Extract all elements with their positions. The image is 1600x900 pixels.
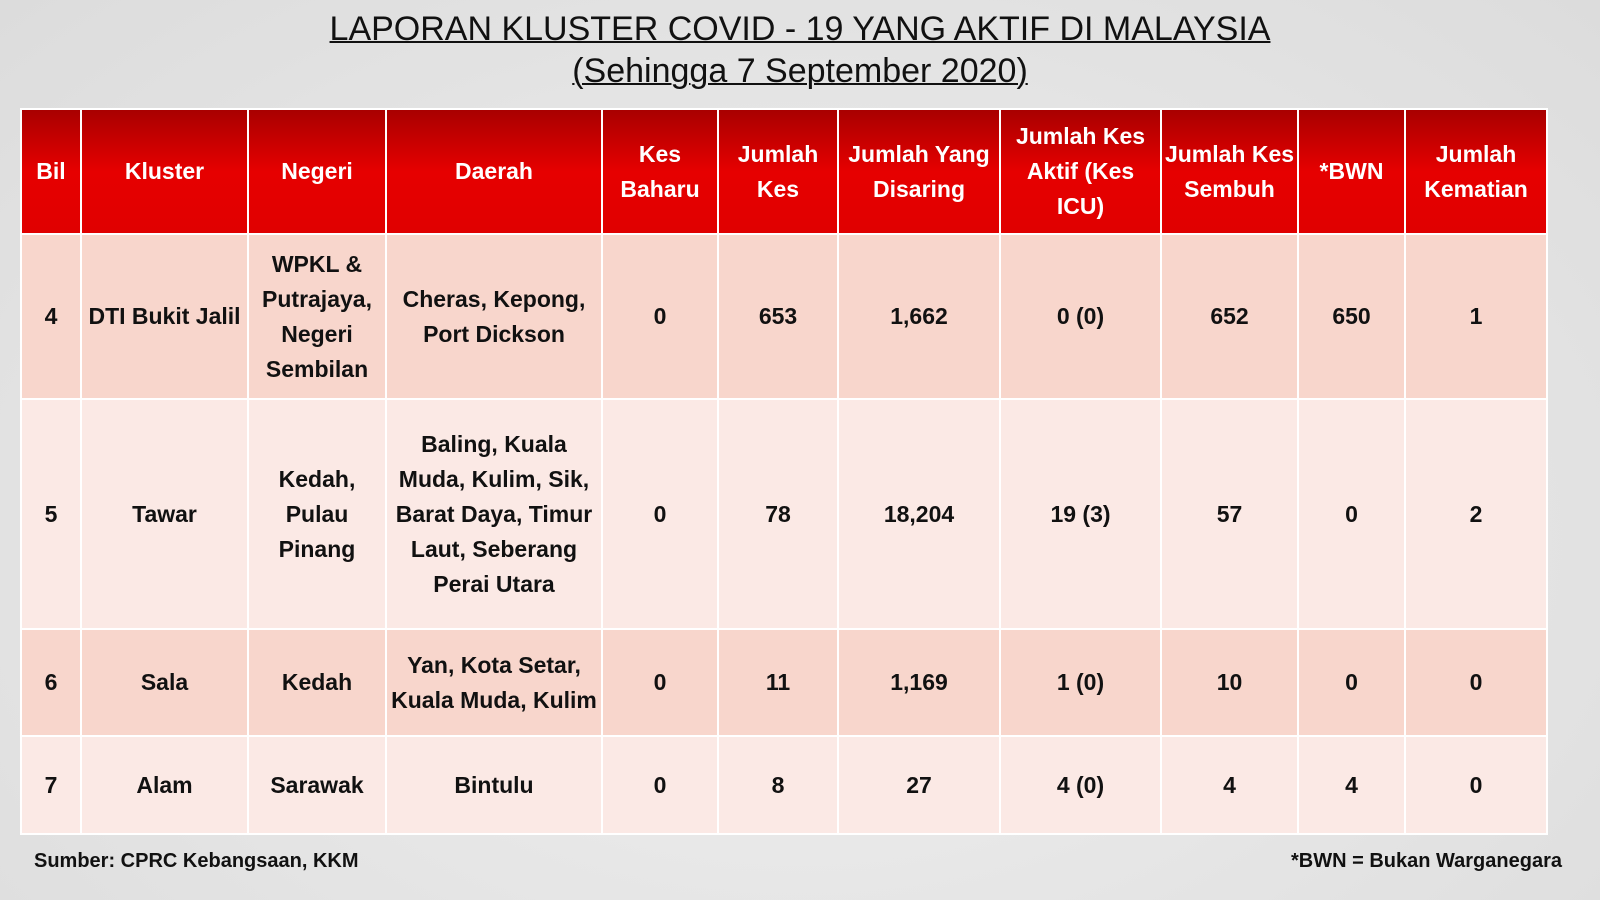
table-cell: Baling, Kuala Muda, Kulim, Sik, Barat Da… bbox=[385, 398, 603, 630]
table-cell: 0 bbox=[1297, 398, 1406, 630]
table-cell: WPKL & Putrajaya, Negeri Sembilan bbox=[247, 233, 387, 400]
table-cell: 57 bbox=[1160, 398, 1299, 630]
column-header: Kluster bbox=[80, 108, 249, 235]
table-cell: 5 bbox=[20, 398, 82, 630]
table-cell: 4 bbox=[1160, 735, 1299, 835]
column-header: Jumlah Kes Sembuh bbox=[1160, 108, 1299, 235]
table-cell: 0 bbox=[1297, 628, 1406, 737]
table-cell: 0 (0) bbox=[999, 233, 1162, 400]
table-cell: 650 bbox=[1297, 233, 1406, 400]
table-row: 6 Sala Kedah Yan, Kota Setar, Kuala Muda, K… bbox=[20, 628, 1548, 737]
table-cell: 2 bbox=[1404, 398, 1548, 630]
table-cell: 6 bbox=[20, 628, 82, 737]
table-cell: 78 bbox=[717, 398, 839, 630]
table-cell: 18,204 bbox=[837, 398, 1001, 630]
table-cell: Sala bbox=[80, 628, 249, 737]
table-body: 4 DTI Bukit Jalil WPKL & Putrajaya, Negeri… bbox=[20, 233, 1548, 835]
table-cell: 653 bbox=[717, 233, 839, 400]
note: *BWN = Bukan Warganegara bbox=[1291, 850, 1562, 872]
table-cell: Alam bbox=[80, 735, 249, 835]
column-header: Kes Baharu bbox=[601, 108, 719, 235]
cluster-table: Bil Kluster Negeri Daerah Kes Baharu Jumlah K… bbox=[20, 108, 1548, 835]
table-cell: 4 bbox=[1297, 735, 1406, 835]
table-cell: 7 bbox=[20, 735, 82, 835]
column-header: Bil bbox=[20, 108, 82, 235]
column-header: Jumlah Kematian bbox=[1404, 108, 1548, 235]
table-cell: 0 bbox=[601, 735, 719, 835]
table-cell: 0 bbox=[601, 628, 719, 737]
table-cell: Kedah, Pulau Pinang bbox=[247, 398, 387, 630]
table-cell: 0 bbox=[1404, 628, 1548, 737]
table-cell: 1,662 bbox=[837, 233, 1001, 400]
column-header: Jumlah Kes Aktif (Kes ICU) bbox=[999, 108, 1162, 235]
table-cell: 1,169 bbox=[837, 628, 1001, 737]
header-row: Bil Kluster Negeri Daerah Kes Baharu Jumlah K… bbox=[20, 108, 1548, 235]
table-row: 4 DTI Bukit Jalil WPKL & Putrajaya, Negeri… bbox=[20, 233, 1548, 400]
table-cell: Tawar bbox=[80, 398, 249, 630]
table-cell: Kedah bbox=[247, 628, 387, 737]
table-cell: 0 bbox=[1404, 735, 1548, 835]
column-header: Negeri bbox=[247, 108, 387, 235]
title: LAPORAN KLUSTER COVID - 19 YANG AKTIF DI… bbox=[329, 10, 1271, 48]
table-cell: 4 bbox=[20, 233, 82, 400]
column-header: *BWN bbox=[1297, 108, 1406, 235]
table-cell: 0 bbox=[601, 233, 719, 400]
column-header: Daerah bbox=[385, 108, 603, 235]
table-cell: Yan, Kota Setar, Kuala Muda, Kulim bbox=[385, 628, 603, 737]
table-row: 7 Alam Sarawak Bintulu 0 8 27 4 (0) 4 4 0 bbox=[20, 735, 1548, 835]
table-row: 5 Tawar Kedah, Pulau Pinang Baling, Kuala M… bbox=[20, 398, 1548, 630]
table-cell: 1 (0) bbox=[999, 628, 1162, 737]
table-cell: 27 bbox=[837, 735, 1001, 835]
table-cell: Cheras, Kepong, Port Dickson bbox=[385, 233, 603, 400]
table-cell: 11 bbox=[717, 628, 839, 737]
table-cell: 8 bbox=[717, 735, 839, 835]
subtitle: (Sehingga 7 September 2020) bbox=[572, 52, 1028, 90]
table-cell: 1 bbox=[1404, 233, 1548, 400]
table-cell: 19 (3) bbox=[999, 398, 1162, 630]
table-cell: 0 bbox=[601, 398, 719, 630]
table-cell: 4 (0) bbox=[999, 735, 1162, 835]
table-cell: DTI Bukit Jalil bbox=[80, 233, 249, 400]
column-header: Jumlah Kes bbox=[717, 108, 839, 235]
table-cell: 652 bbox=[1160, 233, 1299, 400]
column-header: Jumlah Yang Disaring bbox=[837, 108, 1001, 235]
table-cell: Sarawak bbox=[247, 735, 387, 835]
source: Sumber: CPRC Kebangsaan, KKM bbox=[34, 850, 359, 872]
table-cell: Bintulu bbox=[385, 735, 603, 835]
table-cell: 10 bbox=[1160, 628, 1299, 737]
